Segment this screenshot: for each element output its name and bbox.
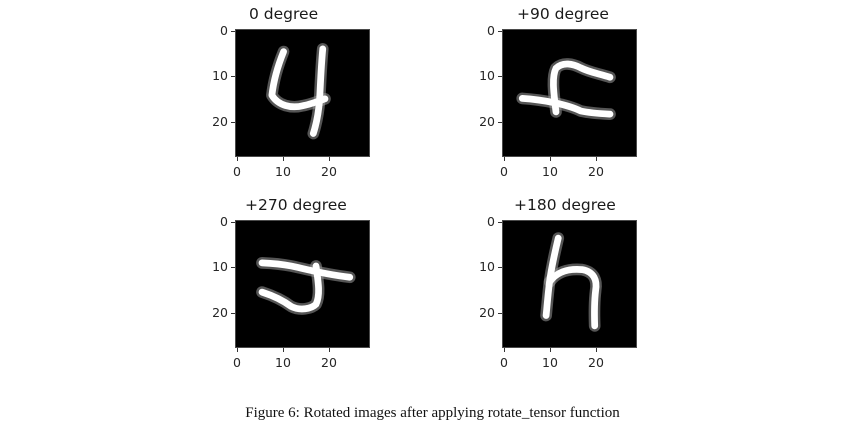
mnist-image [502,220,637,348]
mnist-image [502,29,637,157]
y-tick-label: 0 [487,214,495,229]
y-tick-label: 10 [212,259,228,274]
y-tick-mark [231,267,235,268]
y-tick-mark [498,76,502,77]
x-tick-label: 0 [233,355,241,370]
x-tick-label: 10 [275,164,291,179]
mnist-image [235,220,370,348]
digit-4-icon [266,43,331,140]
figure-caption: Figure 6: Rotated images after applying … [245,405,620,421]
y-tick-label: 20 [212,114,228,129]
x-tick-mark [596,348,597,352]
y-tick-mark [231,122,235,123]
x-tick-mark [596,157,597,161]
y-tick-label: 20 [479,114,495,129]
y-tick-label: 10 [479,259,495,274]
x-tick-mark [504,348,505,352]
mnist-image [235,29,370,157]
panel-title: +180 degree [514,196,616,214]
y-tick-mark [498,267,502,268]
x-tick-mark [237,157,238,161]
y-tick-mark [498,31,502,32]
x-tick-label: 0 [500,164,508,179]
x-tick-label: 0 [500,355,508,370]
x-tick-label: 20 [588,355,604,370]
y-tick-mark [231,222,235,223]
x-tick-mark [550,348,551,352]
y-tick-mark [498,222,502,223]
x-tick-mark [329,348,330,352]
x-tick-label: 10 [542,164,558,179]
digit-4-rotated-270-icon [256,257,356,315]
panel-title: +90 degree [517,5,609,23]
y-tick-label: 0 [220,23,228,38]
x-tick-label: 10 [542,355,558,370]
x-tick-mark [283,348,284,352]
y-tick-mark [498,122,502,123]
x-tick-mark [237,348,238,352]
y-tick-mark [498,313,502,314]
digit-4-rotated-90-icon [516,58,616,120]
x-tick-label: 10 [275,355,291,370]
y-tick-label: 10 [479,68,495,83]
y-tick-label: 20 [212,305,228,320]
x-tick-label: 20 [321,355,337,370]
panel-title: 0 degree [249,5,319,23]
x-tick-mark [283,157,284,161]
y-tick-label: 0 [487,23,495,38]
x-tick-label: 0 [233,164,241,179]
x-tick-mark [329,157,330,161]
digit-4-rotated-180-icon [540,232,602,332]
y-tick-mark [231,313,235,314]
y-tick-mark [231,31,235,32]
y-tick-label: 10 [212,68,228,83]
y-tick-label: 0 [220,214,228,229]
y-tick-mark [231,76,235,77]
y-tick-label: 20 [479,305,495,320]
x-tick-mark [550,157,551,161]
x-tick-mark [504,157,505,161]
panel-title: +270 degree [245,196,347,214]
x-tick-label: 20 [321,164,337,179]
x-tick-label: 20 [588,164,604,179]
